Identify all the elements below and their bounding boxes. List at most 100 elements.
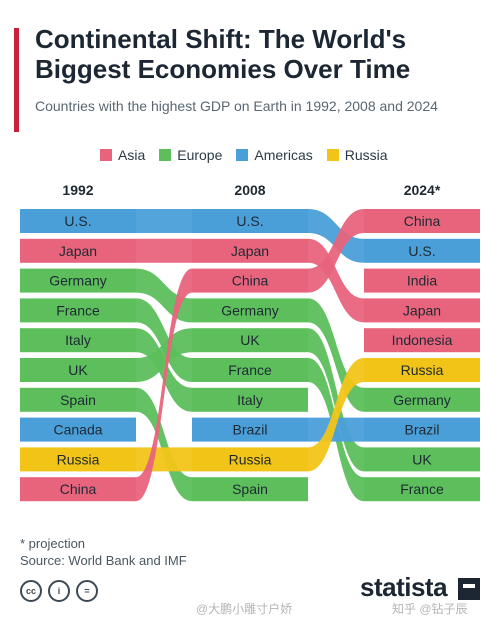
rank-box-label: Russia (229, 451, 272, 467)
rank-box-bg (364, 298, 480, 323)
rank-box: Russia (20, 447, 136, 472)
rank-box-bg (192, 477, 308, 502)
cc-icon: cc (20, 580, 42, 602)
legend-label: Asia (118, 147, 146, 163)
rank-box-label: U.S. (64, 213, 91, 229)
rank-box-label: UK (412, 451, 432, 467)
rank-box-label: U.S. (236, 213, 263, 229)
rank-box-bg (192, 417, 308, 442)
rank-box: France (364, 477, 480, 502)
rank-box-label: France (400, 481, 444, 497)
rank-box-bg (192, 209, 308, 233)
rank-box-bg (192, 328, 308, 353)
rank-box: UK (20, 358, 136, 382)
rank-box-bg (364, 387, 480, 412)
legend-swatch (100, 149, 112, 161)
rank-box: Brazil (364, 417, 480, 442)
rank-box-label: Germany (49, 273, 107, 289)
rank-box-bg (20, 477, 136, 502)
connector-russia (308, 358, 364, 472)
rank-box: Germany (364, 387, 480, 412)
statista-logo-mark (458, 578, 480, 600)
rank-box-bg (20, 268, 136, 293)
rank-box-bg (20, 358, 136, 382)
legend-item-russia: Russia (326, 147, 388, 163)
rank-box-bg (20, 447, 136, 472)
by-icon: i (48, 580, 70, 602)
rank-box: U.S. (364, 238, 480, 263)
rank-box: Spain (20, 387, 136, 412)
rank-box-bg (364, 358, 480, 382)
legend-label: Europe (177, 147, 223, 163)
rank-box: Italy (192, 387, 308, 412)
rank-box: U.S. (20, 209, 136, 233)
rank-box: France (192, 358, 308, 382)
rank-box-label: Canada (53, 422, 102, 438)
rank-box: France (20, 298, 136, 323)
statista-logo: statista (360, 572, 448, 602)
year-header: 2024* (404, 182, 441, 198)
rank-box-bg (20, 298, 136, 323)
rank-box-label: Indonesia (392, 332, 453, 348)
rank-box: Russia (364, 358, 480, 382)
rank-box-label: Japan (403, 302, 441, 318)
legend-item-americas: Americas (236, 147, 313, 163)
connector-layer (136, 209, 364, 502)
legend-label: Americas (254, 147, 313, 163)
rank-box-label: UK (68, 362, 88, 378)
rank-box: Japan (364, 298, 480, 323)
rank-box-bg (192, 447, 308, 472)
rank-box: Russia (192, 447, 308, 472)
rank-box-label: Russia (401, 362, 444, 378)
connector-spain (136, 387, 192, 502)
rank-box-bg (364, 209, 480, 233)
rank-box-layer: U.S. Japan Germany France Italy UK Spain Canada… (20, 209, 480, 502)
rank-box-bg (20, 328, 136, 353)
rank-box-label: France (56, 302, 100, 318)
license-icons: cc i = (20, 580, 104, 602)
rank-box: Japan (20, 238, 136, 263)
rank-box-bg (192, 387, 308, 412)
rank-box: Brazil (192, 417, 308, 442)
connector-japan (136, 238, 192, 263)
rank-box-label: France (228, 362, 272, 378)
rank-box: Spain (192, 477, 308, 502)
nd-icon: = (76, 580, 98, 602)
rank-box-bg (20, 238, 136, 263)
rank-box-label: China (232, 273, 269, 289)
rank-box-bg (192, 238, 308, 263)
rank-box-bg (364, 417, 480, 442)
legend-item-europe: Europe (159, 147, 222, 163)
legend-item-asia: Asia (100, 147, 145, 163)
rank-box-label: Russia (57, 451, 100, 467)
rank-box-bg (364, 238, 480, 263)
legend-swatch (236, 149, 249, 161)
rank-box-label: India (407, 273, 438, 289)
rank-box: U.S. (192, 209, 308, 233)
rank-box-label: Japan (231, 243, 269, 259)
rank-box-label: Spain (232, 481, 268, 497)
rank-box: Indonesia (364, 328, 480, 353)
rank-box-bg (364, 447, 480, 472)
rank-box-label: UK (240, 332, 260, 348)
rank-box-bg (364, 268, 480, 293)
page-title: Continental Shift: The World's Biggest E… (35, 24, 411, 84)
rank-box: China (192, 268, 308, 293)
rank-box-bg (364, 477, 480, 502)
rank-box-label: China (60, 481, 97, 497)
rank-box: UK (192, 328, 308, 353)
connector-japan (308, 238, 364, 323)
rank-box-label: Germany (221, 302, 279, 318)
rank-box-label: Italy (65, 332, 91, 348)
rank-box-label: U.S. (408, 243, 435, 259)
connector-brazil (308, 417, 364, 442)
connector-us (136, 209, 192, 233)
rank-box: Germany (192, 298, 308, 323)
year-header: 1992 (62, 182, 93, 198)
connector-russia (136, 447, 192, 472)
projection-note: * projection (20, 536, 86, 551)
rank-box: UK (364, 447, 480, 472)
legend: Asia Europe Americas Russia (100, 146, 402, 164)
connector-france (136, 298, 192, 382)
